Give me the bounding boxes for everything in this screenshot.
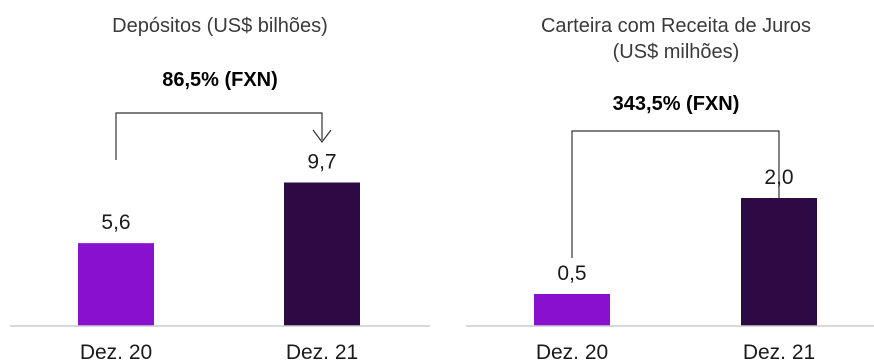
x-tick-label: Dez. 21 bbox=[743, 341, 815, 362]
bar-group: 5,6 9,7 bbox=[78, 151, 360, 326]
growth-annotation: 343,5% (FXN) bbox=[613, 93, 740, 115]
growth-arrow bbox=[571, 130, 780, 258]
chart-loan-portfolio: Carteira com Receita de Juros (US$ milhõ… bbox=[466, 15, 874, 362]
data-label: 9,7 bbox=[307, 151, 336, 174]
data-label: 5,6 bbox=[101, 211, 130, 234]
x-tick-label: Dez. 21 bbox=[286, 341, 358, 362]
chart-title-line-2: (US$ milhões) bbox=[613, 41, 740, 63]
bar-dez-21 bbox=[284, 182, 360, 326]
bar-dez-20 bbox=[534, 294, 610, 326]
data-label: 0,5 bbox=[557, 262, 586, 285]
chart-deposits: Depósitos (US$ bilhões) 86,5% (FXN) 5,6 9… bbox=[10, 15, 430, 362]
chart-title-line-1: Carteira com Receita de Juros bbox=[541, 15, 811, 37]
x-tick-label: Dez. 20 bbox=[536, 341, 608, 362]
bar-group: 0,5 2,0 bbox=[534, 166, 817, 326]
bar-dez-21 bbox=[741, 198, 817, 326]
data-label: 2,0 bbox=[764, 166, 793, 189]
x-tick-label: Dez. 20 bbox=[80, 341, 152, 362]
growth-arrowhead bbox=[312, 129, 332, 143]
chart-title: Depósitos (US$ bilhões) bbox=[112, 15, 328, 37]
growth-annotation: 86,5% (FXN) bbox=[162, 69, 278, 91]
bar-dez-20 bbox=[78, 243, 154, 326]
growth-arrow bbox=[115, 112, 323, 160]
